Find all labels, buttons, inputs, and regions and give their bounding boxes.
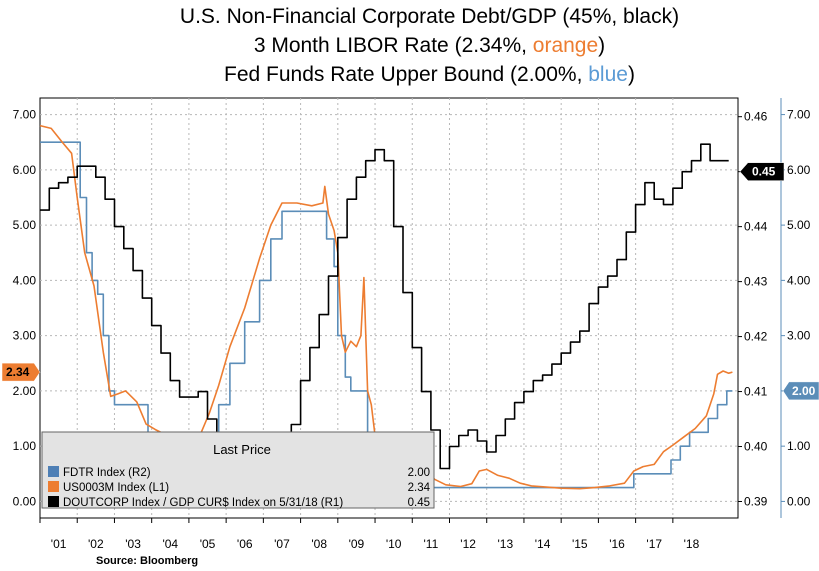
right2-tick-label: 4.00 (787, 273, 811, 287)
title-line-2-post: ) (598, 34, 606, 57)
title-line-3: Fed Funds Rate Upper Bound (2.00%, blue) (40, 60, 819, 89)
legend-swatch (48, 481, 59, 492)
x-tick-label: '14 (535, 537, 551, 551)
right1-tick-label: 0.44 (744, 220, 768, 234)
title-line-3-pre: Fed Funds Rate Upper Bound (2.00%, (224, 63, 589, 86)
last-value-tag-label: 2.00 (792, 384, 816, 398)
x-tick-label: '12 (460, 537, 476, 551)
legend-swatch (48, 466, 59, 477)
legend-item-label: FDTR Index (R2) (63, 467, 151, 479)
legend-item-label: DOUTCORP Index / GDP CUR$ Index on 5/31/… (63, 497, 343, 509)
right1-tick-label: 0.40 (744, 440, 768, 454)
x-tick-label: '13 (498, 537, 514, 551)
x-tick-label: '08 (311, 537, 327, 551)
last-value-tag-label: 2.34 (6, 365, 30, 379)
debt-gdp-series-line (40, 143, 729, 470)
legend: Last Price FDTR Index (R2) 2.00 US0003M Ind… (41, 431, 435, 509)
series-lines (39, 124, 733, 490)
left-tick-label: 5.00 (13, 218, 37, 232)
title-line-2-highlight: orange (532, 34, 599, 57)
legend-item-value: 2.00 (408, 467, 430, 479)
x-tick-label: '05 (200, 537, 216, 551)
source-note: Source: Bloomberg (96, 555, 199, 567)
title-line-2: 3 Month LIBOR Rate (2.34%, orange) (40, 31, 819, 60)
legend-item-value: 2.34 (408, 482, 431, 494)
x-tick-label: '15 (572, 537, 588, 551)
x-tick-label: '10 (386, 537, 402, 551)
right1-tick-label: 0.43 (744, 275, 768, 289)
left-tick-label: 4.00 (13, 273, 37, 287)
last-value-tag-bg (739, 162, 785, 181)
legend-box (41, 431, 435, 509)
left-tick-label: 1.00 (13, 439, 37, 453)
x-tick-label: '04 (162, 537, 178, 551)
x-tick-label: '06 (237, 537, 253, 551)
right2-tick-label: 3.00 (787, 329, 811, 343)
x-tick-label: '17 (646, 537, 662, 551)
libor-series-line (39, 124, 733, 490)
right2-tick-label: 1.00 (787, 439, 811, 453)
title-line-2-pre: 3 Month LIBOR Rate (2.34%, (253, 34, 533, 57)
x-tick-label: '16 (609, 537, 625, 551)
x-tick-label: '02 (88, 537, 104, 551)
legend-item-value: 0.45 (408, 497, 430, 509)
chart-title: U.S. Non-Financial Corporate Debt/GDP (4… (40, 2, 819, 89)
title-line-1: U.S. Non-Financial Corporate Debt/GDP (4… (179, 5, 680, 28)
left-tick-label: 3.00 (13, 329, 37, 343)
right2-tick-label: 5.00 (787, 218, 811, 232)
right2-tick-label: 7.00 (787, 108, 811, 122)
last-value-tag-bg (782, 381, 819, 401)
x-tick-label: '09 (349, 537, 365, 551)
right2-tick-label: 6.00 (787, 163, 811, 177)
last-value-tags: 2.34 0.45 2.00 (1, 162, 819, 401)
right1-tick-label: 0.39 (744, 495, 768, 509)
legend-header: Last Price (213, 442, 271, 457)
x-tick-label: '07 (274, 537, 290, 551)
x-tick-label: '11 (424, 537, 439, 551)
legend-swatch (48, 496, 59, 507)
fdtr-series-line (40, 141, 733, 489)
left-tick-label: 6.00 (13, 163, 37, 177)
axes: '01 '02 '03 '04 '05 '06 '07 '08 '09 '10 '11 '12 '13 '… (13, 98, 811, 551)
left-tick-label: 0.00 (13, 494, 37, 508)
x-tick-label: '03 (125, 537, 141, 551)
right1-tick-label: 0.41 (744, 385, 768, 399)
legend-item-label: US0003M Index (L1) (63, 482, 169, 494)
right1-tick-label: 0.46 (744, 110, 768, 124)
title-line-3-post: ) (627, 63, 635, 86)
title-line-3-highlight: blue (588, 63, 628, 86)
x-tick-label: '18 (684, 537, 700, 551)
left-tick-label: 7.00 (13, 108, 37, 122)
x-tick-label: '01 (51, 537, 67, 551)
left-tick-label: 2.00 (13, 384, 37, 398)
last-value-tag-bg (1, 362, 41, 382)
right2-tick-label: 0.00 (787, 494, 811, 508)
last-value-tag-label: 0.45 (752, 165, 776, 179)
right1-tick-label: 0.42 (744, 330, 768, 344)
